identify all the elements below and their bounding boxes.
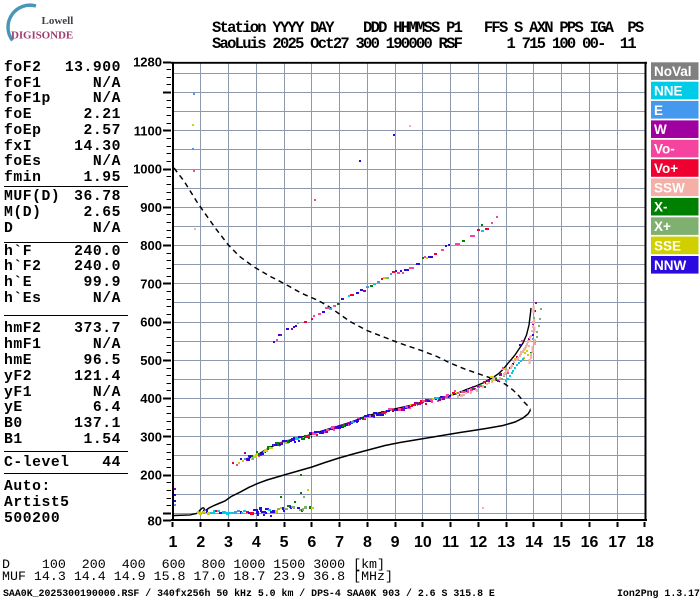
svg-text:80: 80 [148,514,162,529]
svg-text:3: 3 [224,534,233,551]
svg-text:X-: X- [654,200,668,215]
svg-text:9: 9 [391,534,400,551]
svg-text:300: 300 [140,429,162,444]
svg-text:800: 800 [140,238,162,253]
svg-text:X+: X+ [654,219,671,234]
svg-text:Vo-: Vo- [654,142,675,157]
svg-text:900: 900 [140,200,162,215]
svg-text:Lowell: Lowell [42,15,74,27]
svg-text:4: 4 [252,534,261,551]
svg-text:Vo+: Vo+ [654,161,678,176]
svg-text:1000: 1000 [133,162,162,177]
svg-text:400: 400 [140,391,162,406]
svg-text:12: 12 [470,534,488,551]
svg-text:2: 2 [196,534,205,551]
svg-text:16: 16 [581,534,599,551]
svg-text:W: W [654,122,667,137]
svg-text:SSE: SSE [654,238,681,253]
svg-text:1: 1 [169,534,178,551]
svg-text:NNE: NNE [654,84,683,99]
svg-text:8: 8 [363,534,372,551]
svg-text:14: 14 [525,534,543,551]
svg-text:700: 700 [140,276,162,291]
svg-text:10: 10 [414,534,432,551]
svg-text:500: 500 [140,353,162,368]
svg-text:NoVal: NoVal [654,64,692,79]
svg-text:18: 18 [636,534,654,551]
svg-text:SSW: SSW [654,180,685,195]
svg-text:DIGISONDE: DIGISONDE [11,30,73,42]
svg-text:NNW: NNW [654,258,686,273]
svg-text:1100: 1100 [134,123,162,138]
svg-text:15: 15 [553,534,571,551]
svg-text:1280: 1280 [133,55,162,70]
svg-text:7: 7 [335,534,344,551]
svg-text:600: 600 [140,315,162,330]
svg-text:200: 200 [140,468,162,483]
svg-text:11: 11 [442,534,459,551]
svg-text:17: 17 [608,534,626,551]
svg-text:13: 13 [497,534,515,551]
svg-text:5: 5 [280,534,289,551]
svg-text:E: E [654,103,663,118]
svg-text:6: 6 [307,534,316,551]
